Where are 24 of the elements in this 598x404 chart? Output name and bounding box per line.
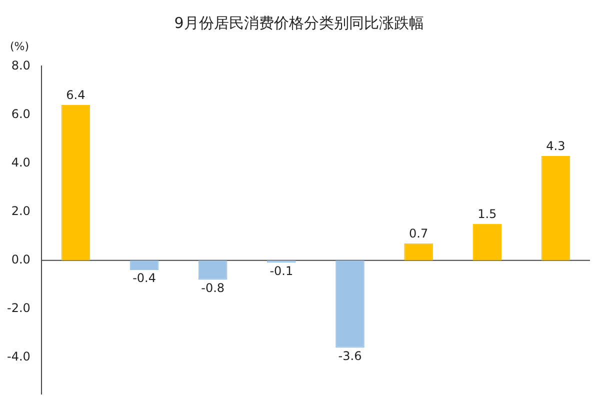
- data-label: -3.6: [338, 348, 362, 363]
- chart-title: 9月份居民消费价格分类别同比涨跌幅: [173, 14, 425, 33]
- data-label: 4.3: [546, 139, 566, 154]
- y-tick-label: 4.0: [11, 155, 30, 170]
- y-axis-title: (%): [10, 40, 30, 53]
- bar: [61, 105, 90, 260]
- y-tick-label: 2.0: [11, 204, 30, 218]
- y-tick-label: -2.0: [6, 300, 30, 315]
- bar: [336, 260, 364, 348]
- bar: [130, 260, 159, 270]
- data-label: -0.8: [201, 280, 225, 295]
- bar: [404, 243, 433, 260]
- data-label: 0.7: [409, 226, 428, 240]
- data-label: -0.1: [270, 264, 294, 278]
- y-tick-label: 6.0: [11, 106, 30, 121]
- data-label: 1.5: [478, 207, 497, 222]
- data-label: -0.4: [132, 271, 156, 286]
- bar: [541, 156, 570, 260]
- y-tick-label: 8.0: [11, 58, 30, 72]
- bar: [198, 260, 228, 280]
- y-tick-label: -4.0: [6, 350, 30, 364]
- data-label: 6.4: [66, 88, 86, 102]
- y-tick-label: 0.0: [11, 252, 30, 266]
- bar: [472, 224, 502, 260]
